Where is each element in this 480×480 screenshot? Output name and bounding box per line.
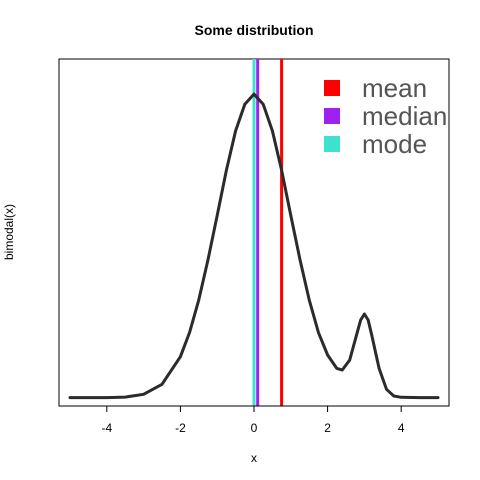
y-axis-label: bimodal(x) xyxy=(2,204,16,260)
x-axis: -4 -2 0 2 4 xyxy=(101,405,405,435)
x-tick-label: -4 xyxy=(101,421,112,435)
chart-title: Some distribution xyxy=(195,22,314,38)
x-tick-label: 2 xyxy=(324,421,331,435)
density-curve xyxy=(68,92,440,400)
mean-legend-swatch xyxy=(324,80,340,96)
median-legend-swatch xyxy=(324,108,340,124)
x-tick-label: -2 xyxy=(175,421,186,435)
vertical-lines xyxy=(252,59,284,406)
x-tick-label: 4 xyxy=(398,421,405,435)
mode-legend-label: mode xyxy=(362,129,427,159)
x-axis-label: x xyxy=(251,451,257,465)
mean-legend-label: mean xyxy=(362,73,427,103)
x-tick-label: 0 xyxy=(251,421,258,435)
mode-legend-swatch xyxy=(324,136,340,152)
median-legend-label: median xyxy=(362,101,447,131)
